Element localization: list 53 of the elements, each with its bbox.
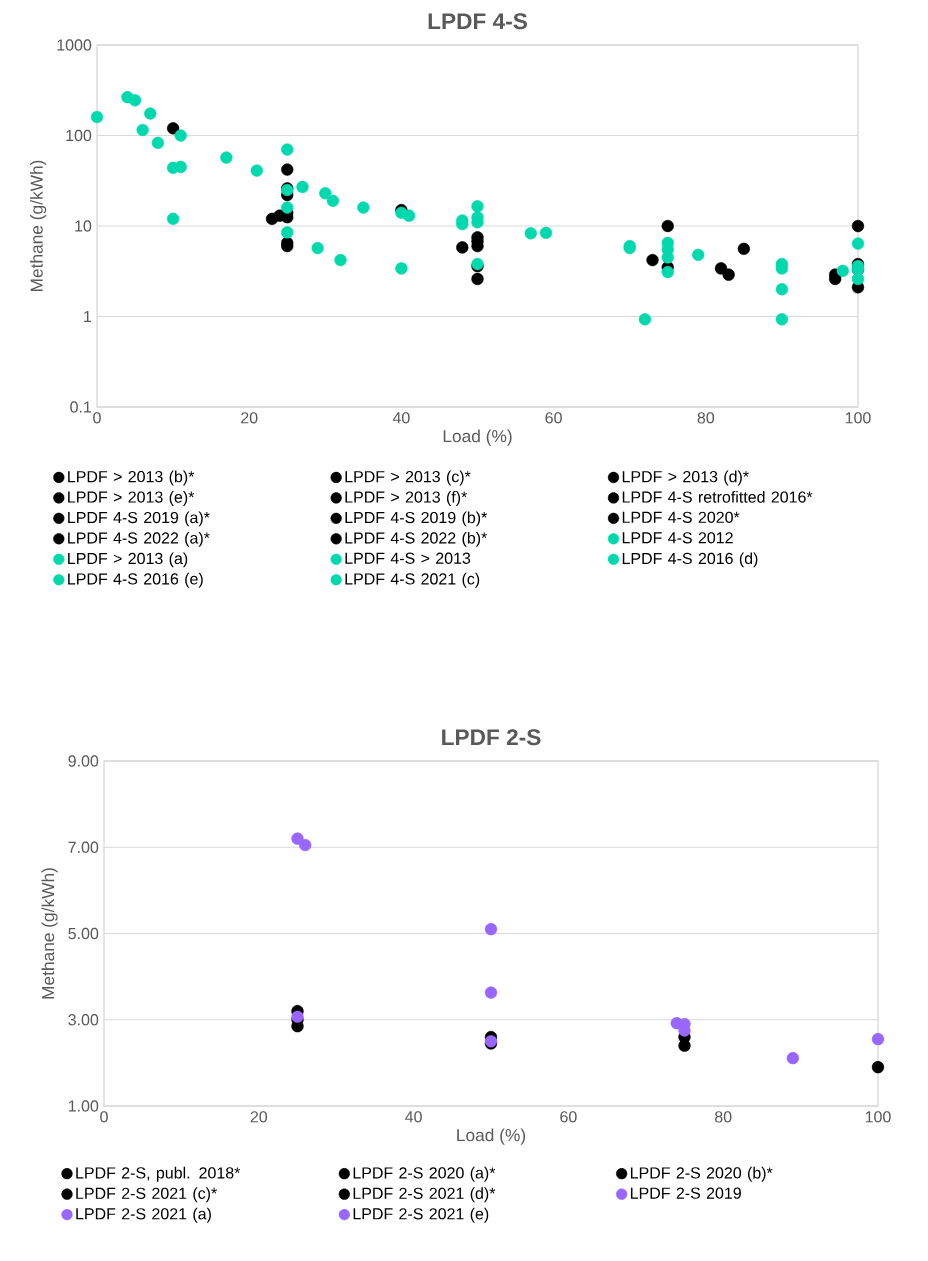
legend-label: LPDF 2-S 2019 — [630, 1187, 741, 1199]
legend-label: LPDF 4-S 2022 (b)* — [345, 531, 488, 547]
legend-label: LPDF 2-S 2021 (a) — [76, 1207, 211, 1223]
y-tick-label: 0.1 — [70, 401, 92, 413]
legend-label: LPDF 4-S 2021 (c) — [345, 572, 480, 588]
legend-label: LPDF 4-S > 2013 — [345, 552, 471, 564]
x-tick-label: 0 — [93, 412, 101, 424]
legend-label: LPDF > 2013 (e)* — [68, 491, 195, 506]
y-axis-title: Methane (g/kWh) — [41, 868, 58, 999]
legend-label: LPDF > 2013 (d)* — [622, 470, 749, 486]
y-tick-label: 100 — [66, 129, 92, 142]
y-tick-label: 3.00 — [68, 1014, 99, 1026]
legend-label: LPDF 2-S 2021 (d)* — [353, 1187, 496, 1203]
legend-label: LPDF 4-S 2020* — [622, 511, 740, 523]
x-axis-title: Load (%) — [443, 429, 512, 446]
x-tick-label: 60 — [560, 1111, 577, 1123]
legend-label: LPDF 2-S 2021 (e) — [353, 1207, 489, 1223]
legend-label: LPDF 4-S 2016 (e) — [68, 572, 203, 588]
legend-label: LPDF > 2013 (a) — [68, 552, 188, 568]
y-tick-label: 1000 — [57, 39, 92, 51]
x-tick-label: 20 — [250, 1111, 268, 1123]
legend-label: LPDF 2-S 2021 (c)* — [76, 1187, 217, 1203]
legend-label: LPDF 4-S 2016 (d) — [622, 552, 758, 568]
x-tick-label: 80 — [714, 1111, 732, 1123]
legend-label: LPDF 4-S retrofitted 2016* — [622, 491, 813, 503]
y-tick-label: 10 — [75, 220, 92, 232]
x-tick-label: 40 — [392, 412, 410, 424]
y-tick-label: 1 — [84, 311, 92, 323]
legend-label: LPDF 2-S 2020 (b)* — [630, 1166, 773, 1182]
x-tick-label: 0 — [100, 1111, 108, 1123]
legend-label: LPDF > 2013 (c)* — [345, 470, 471, 486]
legend-label: LPDF 2-S 2020 (a)* — [353, 1166, 496, 1182]
legend-label: LPDF 4-S 2019 (b)* — [345, 511, 488, 527]
x-tick-label: 100 — [845, 412, 871, 424]
x-tick-label: 20 — [241, 412, 258, 424]
legend-label: LPDF 4-S 2012 — [622, 532, 733, 544]
legend-label: LPDF 2-S, publ. 2018* — [76, 1166, 241, 1182]
legend-label: LPDF 4-S 2022 (a)* — [68, 531, 210, 547]
legend-label: LPDF 4-S 2019 (a)* — [68, 511, 210, 527]
legend-label: LPDF > 2013 (f)* — [345, 491, 468, 506]
y-tick-label: 1.00 — [68, 1100, 99, 1112]
x-tick-label: 60 — [545, 412, 562, 424]
y-tick-label: 9.00 — [68, 755, 99, 767]
y-tick-label: 7.00 — [68, 841, 99, 853]
chart-title: LPDF 2-S — [442, 729, 541, 746]
x-tick-label: 40 — [405, 1111, 422, 1123]
y-tick-label: 5.00 — [68, 927, 99, 940]
x-axis-title: Load (%) — [457, 1128, 526, 1145]
x-tick-label: 100 — [865, 1111, 891, 1123]
chart-title: LPDF 4-S — [428, 13, 527, 30]
x-tick-label: 80 — [697, 412, 715, 424]
y-axis-title: Methane (g/kWh) — [30, 160, 47, 292]
legend-label: LPDF > 2013 (b)* — [68, 470, 195, 486]
